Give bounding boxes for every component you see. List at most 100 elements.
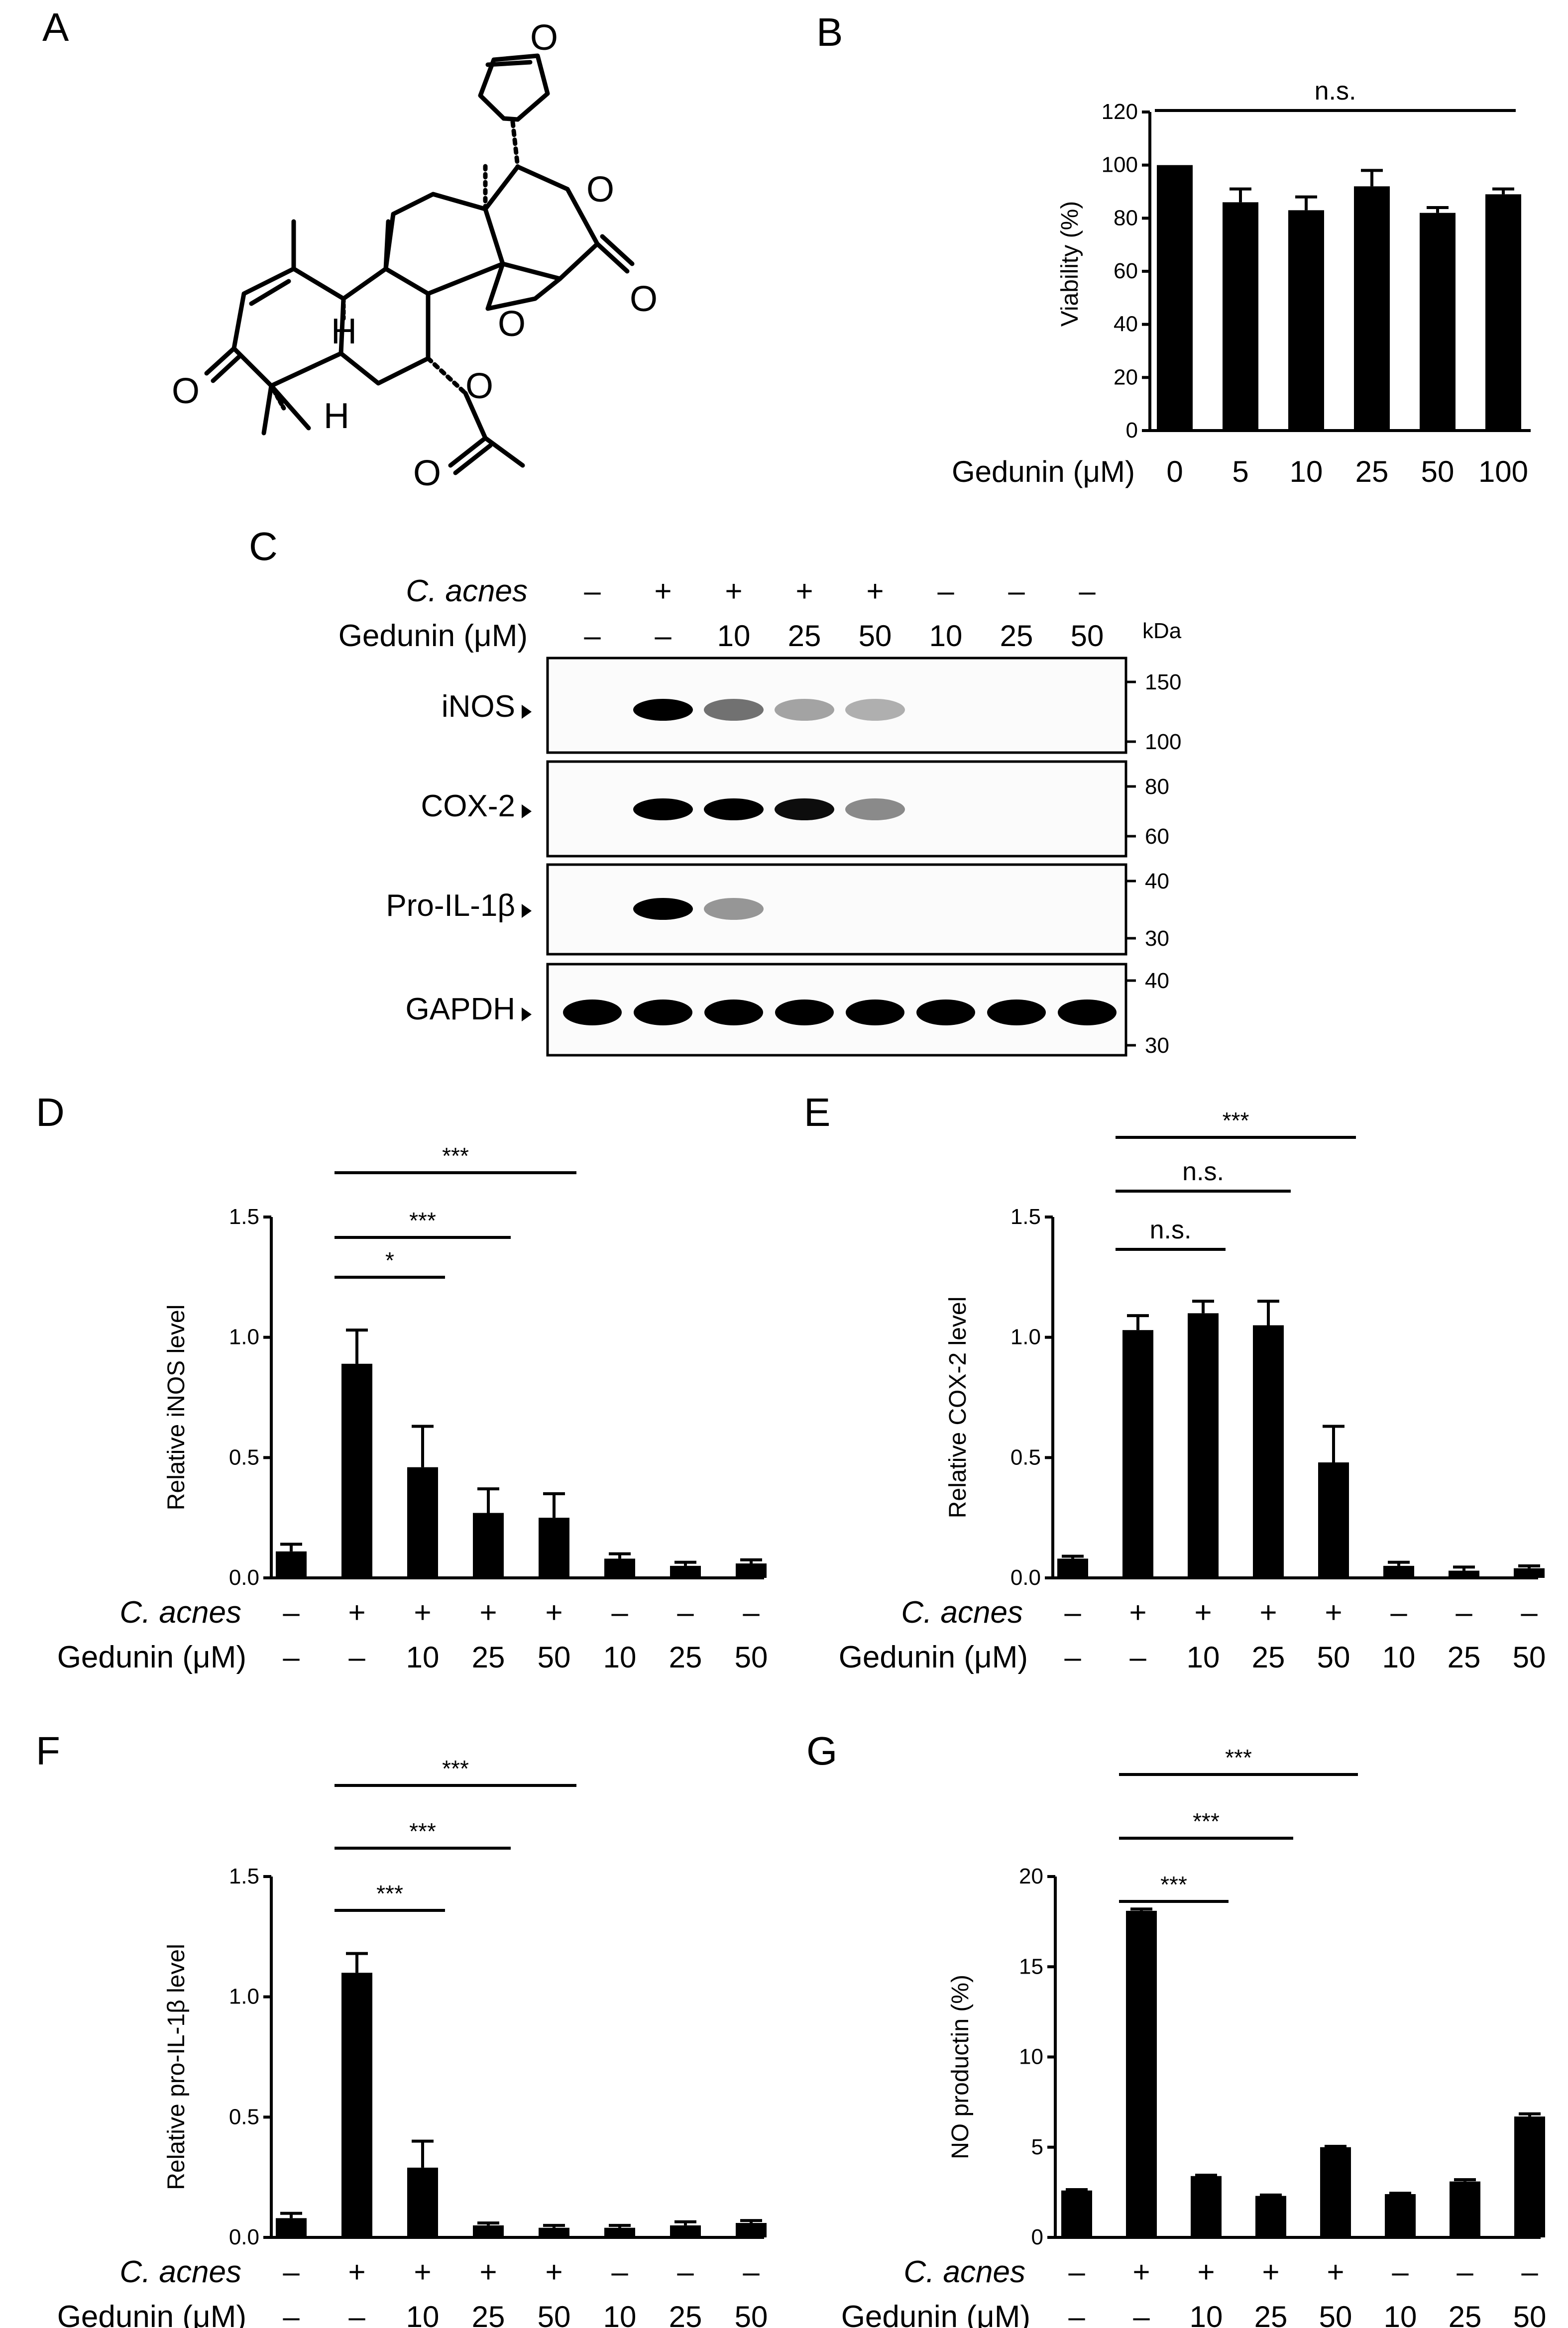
atom-label-o-carbonyl: O: [630, 279, 658, 319]
cacnes-sign: –: [1521, 1596, 1538, 1629]
gedunin-row-label: Gedunin (μM): [57, 1640, 246, 1674]
marker-label: 40: [1145, 969, 1169, 993]
gedunin-dose: 50: [538, 1641, 571, 1674]
gedunin-dose: –: [348, 1641, 365, 1674]
atom-label-o-acetyl: O: [413, 453, 441, 493]
atom-label-o-epoxide: O: [498, 304, 526, 344]
blot-gedunin-dose: 10: [929, 619, 963, 653]
protein-band: [846, 999, 904, 1025]
cacnes-row-label: C. acnes: [903, 2255, 1025, 2289]
protein-band: [845, 699, 905, 721]
gedunin-dose: 50: [1319, 2300, 1352, 2328]
cacnes-sign: –: [1521, 2255, 1538, 2289]
bar: [604, 1558, 635, 1578]
significance-label: ***: [1225, 1745, 1252, 1771]
bar: [1450, 2181, 1480, 2237]
bar: [539, 1518, 569, 1578]
bar: [1449, 1570, 1479, 1578]
panel-label-d: D: [36, 1090, 65, 1134]
atom-label-h-c9: H: [331, 312, 357, 351]
blot-cacnes-sign: –: [584, 574, 601, 608]
atom-label-o-lactone-ring: O: [586, 170, 614, 210]
blot-gedunin-dose: 10: [717, 619, 751, 653]
atom-label-o-furan: O: [530, 18, 558, 58]
cacnes-sign: +: [1327, 2255, 1344, 2289]
bar: [736, 2223, 767, 2237]
gedunin-dose: 50: [538, 2300, 571, 2328]
y-tick-label: 1.0: [1010, 1325, 1041, 1349]
significance-label: ***: [1193, 1808, 1220, 1834]
cacnes-sign: –: [677, 2255, 694, 2289]
blot-cacnes-sign: +: [654, 574, 672, 608]
gedunin-dose: 10: [1187, 1641, 1220, 1674]
gedunin-dose: 10: [603, 2300, 637, 2328]
bar: [670, 2225, 701, 2237]
chart-pro-il1b-level: 0.0 0.5 1.0 1.5 Relative pro-IL-1β level *** *…: [57, 1756, 768, 2328]
significance-label: ***: [442, 1143, 469, 1169]
x-category-label: 50: [1421, 455, 1455, 488]
atom-label-h-c5: H: [324, 396, 349, 436]
marker-label: 40: [1145, 869, 1169, 893]
y-tick-label: 0: [1126, 418, 1138, 443]
cacnes-sign: –: [743, 1596, 760, 1629]
significance-label: n.s.: [1182, 1157, 1224, 1186]
cacnes-sign: –: [1064, 1596, 1081, 1629]
blot-cacnes-sign: +: [866, 574, 884, 608]
y-tick-label: 5: [1031, 2135, 1043, 2159]
significance-label: ***: [376, 1881, 403, 1906]
y-tick-label: 0.0: [229, 1565, 259, 1590]
blot-box: [546, 657, 1127, 754]
bar: [1126, 1910, 1157, 2237]
significance-label: *: [385, 1247, 394, 1273]
marker-label: 80: [1145, 775, 1169, 799]
cacnes-sign: +: [545, 1596, 562, 1629]
western-blot: C. acnes Gedunin (μM) – + + + + – – – – – 10 25 50 10 25…: [338, 574, 1182, 1058]
atom-label-o-ester: O: [465, 366, 493, 406]
significance-label: ***: [409, 1818, 436, 1844]
blot-cacnes-sign: +: [795, 574, 813, 608]
protein-band: [775, 699, 834, 721]
gedunin-dose: 25: [1252, 1641, 1285, 1674]
bar: [1514, 2116, 1545, 2237]
y-tick-label: 1.0: [229, 1985, 259, 2009]
bar: [1061, 2190, 1092, 2237]
gedunin-dose: –: [1133, 2300, 1150, 2328]
gedunin-dose: 50: [1317, 1641, 1350, 1674]
cacnes-sign: +: [1194, 1596, 1212, 1629]
bar: [276, 2218, 307, 2237]
protein-band: [1058, 999, 1117, 1025]
bar: [1514, 1568, 1545, 1578]
bar: [604, 2227, 635, 2237]
chart-cox2-level: 0.0 0.5 1.0 1.5 Relative COX-2 level n.s. n.s.…: [839, 1108, 1546, 1674]
bar: [1253, 1325, 1284, 1578]
bar: [1320, 2147, 1351, 2237]
cacnes-sign: –: [1390, 1596, 1407, 1629]
chart-viability: 0 20 40 60 80 100 120 Viability (%) n.s. 0 5 10 25 50…: [952, 77, 1531, 488]
cacnes-sign: –: [1392, 2255, 1409, 2289]
y-tick-label: 0.5: [229, 1445, 259, 1469]
y-tick-label: 1.0: [229, 1325, 259, 1349]
blot-band-label: GAPDH: [406, 992, 515, 1026]
gedunin-dose: –: [1064, 1641, 1081, 1674]
marker-label: 100: [1145, 730, 1181, 754]
chart-no-production: 0 5 10 15 20 NO productin (%) *** *** *** C. acne…: [841, 1745, 1547, 2328]
bar: [539, 2227, 569, 2237]
panel-label-f: F: [36, 1729, 60, 1773]
y-tick-label: 20: [1114, 365, 1138, 389]
cacnes-sign: –: [283, 1596, 300, 1629]
bar: [473, 2225, 504, 2237]
blot-cacnes-label: C. acnes: [406, 574, 528, 608]
bar: [276, 1551, 307, 1578]
blot-gedunin-dose: 25: [788, 619, 821, 653]
y-tick-label: 100: [1102, 153, 1138, 177]
x-category-label: 5: [1232, 455, 1248, 488]
cacnes-sign: +: [1129, 1596, 1146, 1629]
cacnes-sign: –: [1456, 2255, 1473, 2289]
significance-label: ***: [1223, 1108, 1249, 1133]
cacnes-sign: +: [479, 1596, 497, 1629]
band-arrow-icon: [522, 804, 532, 818]
panel-label-g: G: [806, 1729, 837, 1773]
significance-label: ***: [409, 1208, 436, 1233]
